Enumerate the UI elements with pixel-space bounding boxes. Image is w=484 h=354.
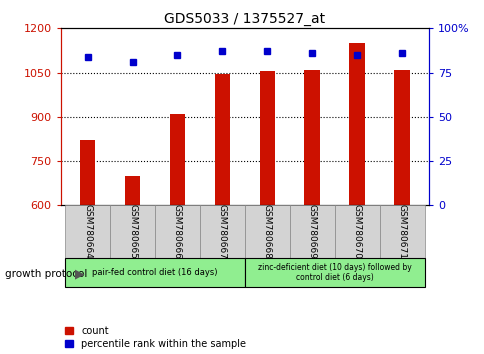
Text: GSM780671: GSM780671 [397,204,406,259]
Text: GSM780669: GSM780669 [307,204,316,259]
Bar [244,258,424,287]
Bar [65,205,110,258]
Bar [124,176,140,205]
Bar [259,71,275,205]
Text: zinc-deficient diet (10 days) followed by
control diet (6 days): zinc-deficient diet (10 days) followed b… [257,263,411,282]
Bar [334,205,379,258]
Text: pair-fed control diet (16 days): pair-fed control diet (16 days) [92,268,217,277]
Bar [214,74,230,205]
Text: GSM780665: GSM780665 [128,204,137,259]
Bar [304,70,319,205]
Bar [348,43,364,205]
Bar [244,205,289,258]
Bar [393,70,409,205]
Bar [199,205,244,258]
Text: GSM780670: GSM780670 [352,204,361,259]
Text: GSM780666: GSM780666 [173,204,182,259]
Bar [155,205,199,258]
Bar [79,141,95,205]
Text: GSM780667: GSM780667 [217,204,227,259]
Bar [289,205,334,258]
Text: growth protocol: growth protocol [5,269,87,279]
Text: GSM780668: GSM780668 [262,204,272,259]
Legend: count, percentile rank within the sample: count, percentile rank within the sample [65,326,245,349]
Bar [110,205,155,258]
Bar [169,114,185,205]
Bar [379,205,424,258]
Text: ▶: ▶ [75,268,85,281]
Text: GSM780664: GSM780664 [83,204,92,259]
Bar [65,258,244,287]
Title: GDS5033 / 1375527_at: GDS5033 / 1375527_at [164,12,325,26]
